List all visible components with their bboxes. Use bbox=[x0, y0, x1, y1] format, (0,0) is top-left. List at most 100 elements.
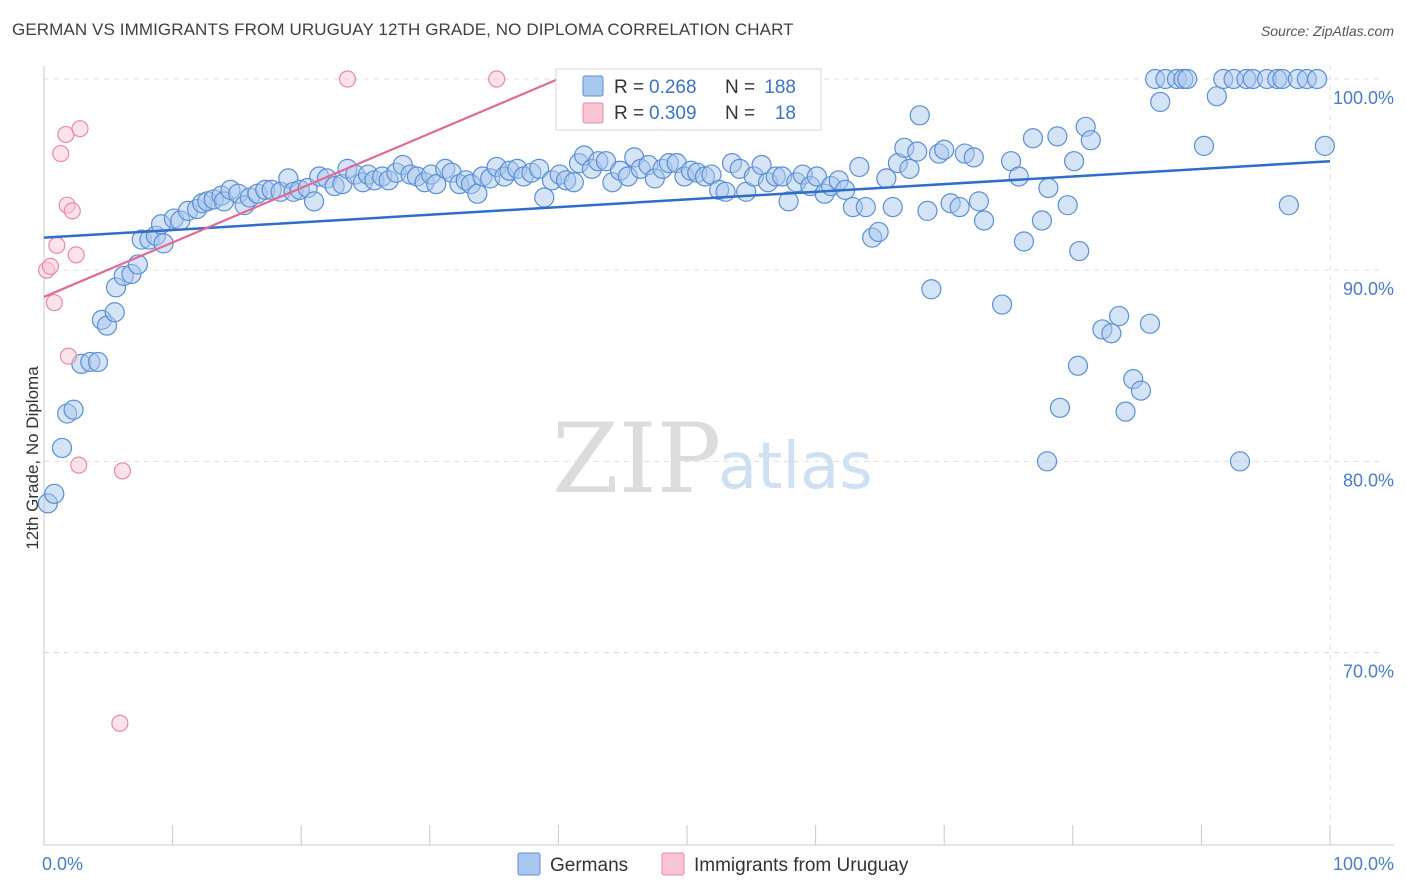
germans-point bbox=[1057, 195, 1078, 216]
legend-r-label-2: R = bbox=[614, 103, 644, 124]
y-tick-label-3: 100.0% bbox=[1333, 88, 1394, 108]
germans-point bbox=[44, 483, 65, 504]
germans-point bbox=[1013, 231, 1035, 252]
germans-point bbox=[1022, 128, 1044, 149]
germans-point bbox=[1063, 151, 1085, 172]
germans-point bbox=[934, 139, 955, 160]
legend-n-value-1: 188 bbox=[764, 77, 796, 98]
germans-point bbox=[1115, 401, 1136, 422]
germans-point bbox=[1038, 177, 1059, 199]
germans-point bbox=[991, 294, 1013, 315]
germans-point bbox=[921, 279, 942, 300]
uruguay-point bbox=[67, 246, 85, 264]
germans-point bbox=[1031, 210, 1053, 231]
uruguay-point bbox=[63, 202, 81, 220]
germans-point bbox=[1108, 305, 1130, 327]
y-tick-label-2: 90.0% bbox=[1343, 279, 1394, 299]
watermark-atlas: atlas bbox=[718, 430, 873, 504]
germans-point bbox=[87, 351, 109, 373]
germans-point bbox=[104, 302, 125, 323]
source-label: Source: ZipAtlas.com bbox=[1260, 23, 1394, 39]
germans-point bbox=[426, 174, 447, 195]
uruguay-point bbox=[41, 257, 60, 275]
series-uruguay bbox=[37, 70, 506, 732]
germans-point bbox=[1229, 451, 1251, 472]
germans-point bbox=[968, 191, 990, 212]
legend-r-label-1: R = bbox=[614, 77, 644, 98]
germans-point bbox=[63, 399, 84, 420]
y-tick-label-0: 70.0% bbox=[1343, 662, 1394, 682]
legend-r-value-2: 0.309 bbox=[649, 103, 697, 124]
y-tick-label-1: 80.0% bbox=[1343, 470, 1394, 490]
y-axis-title: 12th Grade, No Diploma bbox=[23, 366, 42, 550]
germans-point bbox=[806, 166, 827, 187]
germans-point bbox=[1080, 130, 1101, 151]
uruguay-point bbox=[338, 70, 357, 88]
germans-point bbox=[1008, 166, 1029, 187]
uruguay-point bbox=[111, 714, 129, 732]
legend-n-label-2: N = bbox=[725, 103, 755, 124]
germans-point bbox=[1101, 323, 1122, 344]
germans-point bbox=[1193, 135, 1215, 157]
uruguay-point bbox=[59, 347, 78, 365]
legend-box: R = 0.268 N = 188 R = 0.309 N = 18 bbox=[555, 68, 822, 131]
germans-point bbox=[467, 183, 488, 204]
germans-point bbox=[595, 151, 617, 172]
germans-point bbox=[1177, 68, 1198, 90]
germans-point bbox=[882, 196, 903, 218]
chart-title: GERMAN VS IMMIGRANTS FROM URUGUAY 12TH G… bbox=[12, 20, 794, 39]
uruguay-point bbox=[45, 294, 63, 312]
germans-point bbox=[963, 147, 984, 168]
germans-point bbox=[1139, 313, 1161, 334]
trend-line-uruguay bbox=[43, 77, 559, 298]
germans-point bbox=[1047, 126, 1068, 147]
uruguay-point bbox=[71, 120, 89, 138]
germans-point bbox=[1130, 380, 1152, 401]
germans-point bbox=[1307, 68, 1328, 90]
axes bbox=[43, 66, 1394, 846]
legend-r-value-1: 0.268 bbox=[649, 77, 697, 98]
germans-point bbox=[855, 196, 876, 218]
x-tick-label-start: 0.0% bbox=[42, 854, 83, 874]
germans-point bbox=[849, 156, 870, 178]
bottom-legend-germans: Germans bbox=[550, 855, 628, 876]
germans-point bbox=[909, 105, 930, 126]
germans-point bbox=[1049, 397, 1071, 418]
germans-point bbox=[529, 158, 550, 179]
y-tick-labels: 70.0% 80.0% 90.0% 100.0% bbox=[1333, 88, 1394, 682]
germans-point bbox=[51, 437, 73, 459]
germans-point bbox=[1206, 86, 1227, 107]
uruguay-point bbox=[48, 236, 66, 254]
uruguay-point bbox=[113, 462, 132, 480]
germans-point bbox=[949, 196, 970, 218]
germans-point bbox=[917, 200, 938, 222]
uruguay-point bbox=[70, 456, 88, 474]
x-tick-label-end: 100.0% bbox=[1333, 854, 1394, 874]
bottom-legend-swatch-uruguay bbox=[661, 852, 685, 876]
bottom-legend: Germans Immigrants from Uruguay bbox=[517, 852, 909, 876]
germans-point bbox=[534, 187, 555, 208]
legend-swatch-uruguay bbox=[582, 102, 604, 124]
uruguay-point bbox=[52, 144, 70, 163]
watermark-zip: ZIP bbox=[552, 403, 721, 515]
germans-point bbox=[563, 172, 584, 193]
germans-point bbox=[899, 158, 920, 179]
germans-point bbox=[303, 191, 325, 212]
germans-point bbox=[778, 191, 799, 212]
bottom-legend-uruguay: Immigrants from Uruguay bbox=[694, 855, 909, 876]
germans-point bbox=[1036, 451, 1058, 472]
uruguay-point bbox=[488, 70, 506, 88]
legend-n-label-1: N = bbox=[725, 77, 755, 98]
germans-point bbox=[1314, 135, 1335, 157]
trend-lines bbox=[43, 77, 1331, 298]
germans-point bbox=[1069, 240, 1090, 262]
bottom-legend-swatch-germans bbox=[517, 852, 541, 876]
legend-n-value-2: 18 bbox=[775, 103, 796, 124]
series-germans bbox=[37, 68, 1335, 514]
trend-line-germans bbox=[43, 159, 1331, 239]
germans-point bbox=[1150, 91, 1171, 113]
germans-point bbox=[907, 141, 928, 162]
germans-point bbox=[868, 221, 889, 243]
germans-point bbox=[973, 210, 995, 231]
